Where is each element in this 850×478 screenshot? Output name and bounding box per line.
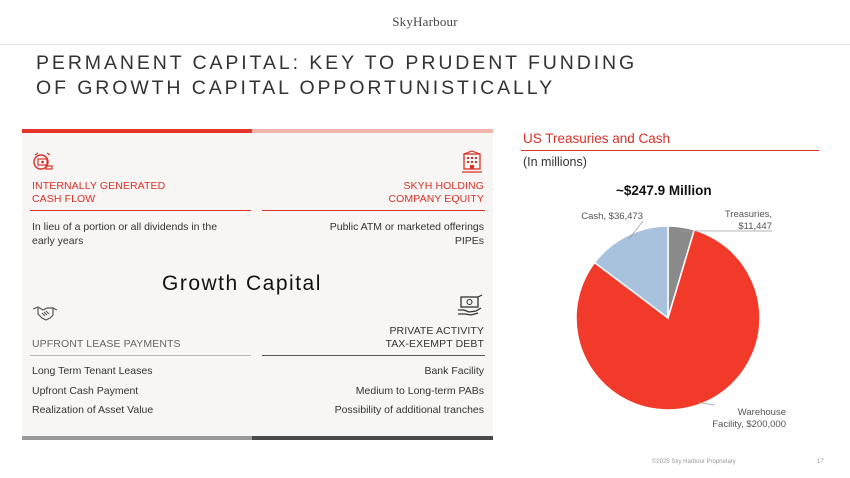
growth-capital-panel <box>22 129 493 440</box>
equity-header-line1: SKYH HOLDING <box>403 180 484 192</box>
footer-copyright: ©2025 Sky Harbour Proprietary <box>652 459 736 465</box>
equity-text: Public ATM or marketed offerings PIPEs <box>262 220 484 248</box>
lease-item: Long Term Tenant Leases <box>32 365 153 377</box>
pie-label-treasuries: $11,447 <box>738 221 772 232</box>
page-title-line2: OF GROWTH CAPITAL OPPORTUNISTICALLY <box>36 77 555 99</box>
chart-title-divider <box>521 150 819 151</box>
panel-top-bar-pink <box>252 129 493 133</box>
internal-cash-flow-text: In lieu of a portion or all dividends in… <box>32 220 252 248</box>
page-title: PERMANENT CAPITAL: KEY TO PRUDENT FUNDIN… <box>36 51 736 101</box>
chart-unit-label: (In millions) <box>523 155 587 169</box>
pie-leader-line <box>698 402 716 406</box>
pie-label-warehouse-facility: Warehouse <box>738 407 786 418</box>
equity-header-line2: COMPANY EQUITY <box>388 193 484 205</box>
internal-cash-flow-header-line2: CASH FLOW <box>32 193 96 205</box>
bottom-right-divider <box>262 355 485 356</box>
internal-cash-flow-header: INTERNALLY GENERATED CASH FLOW <box>32 180 165 206</box>
internal-cash-flow-text-line1: In lieu of a portion or all dividends in… <box>32 221 218 233</box>
panel-bottom-bar-grey <box>22 436 252 440</box>
pie-label-treasuries: Treasuries, <box>725 209 772 220</box>
tax-exempt-debt-header: PRIVATE ACTIVITY TAX-EXEMPT DEBT <box>300 325 484 351</box>
header-divider <box>0 44 850 45</box>
tax-exempt-debt-header-line2: TAX-EXEMPT DEBT <box>385 338 484 350</box>
pie-chart: Cash, $36,473 Treasuries, $11,447 Warehouse… <box>540 205 830 445</box>
equity-text-line2: PIPEs <box>454 235 484 247</box>
lease-list: Long Term Tenant Leases Upfront Cash Pay… <box>32 362 252 421</box>
growth-capital-label: Growth Capital <box>162 272 322 295</box>
tax-exempt-debt-header-line1: PRIVATE ACTIVITY <box>389 325 484 337</box>
company-logo: SkyHarbour <box>392 14 458 29</box>
pie-leader-line <box>628 220 644 240</box>
lease-item: Upfront Cash Payment <box>32 384 139 397</box>
pie-slice-warehouse-facility <box>575 228 761 411</box>
lease-header: UPFRONT LEASE PAYMENTS <box>32 338 181 350</box>
cash-hand-icon <box>456 294 483 318</box>
page-title-line1: PERMANENT CAPITAL: KEY TO PRUDENT FUNDIN… <box>36 52 638 74</box>
chart-title: US Treasuries and Cash <box>523 131 671 146</box>
building-icon <box>460 150 484 174</box>
internal-cash-flow-header-line1: INTERNALLY GENERATED <box>32 180 166 192</box>
debt-item: Bank Facility <box>424 365 484 377</box>
bottom-left-divider <box>30 355 251 356</box>
debt-item: Possibility of additional tranches <box>334 404 484 416</box>
debt-item: Medium to Long-term PABs <box>355 384 484 397</box>
top-left-divider <box>30 210 251 211</box>
pie-slice-cash <box>593 225 669 320</box>
top-right-divider <box>262 210 485 211</box>
chart-total-label: ~$247.9 Million <box>616 183 712 198</box>
pie-label-warehouse-facility: Facility, $200,000 <box>712 419 786 430</box>
pie-label-cash: Cash, $36,473 <box>581 211 643 222</box>
equity-text-line1: Public ATM or marketed offerings <box>329 221 484 233</box>
panel-bottom-bar-dark <box>252 436 493 440</box>
money-flow-icon <box>32 150 56 174</box>
debt-list: Bank Facility Medium to Long-term PABs P… <box>262 362 484 421</box>
equity-header: SKYH HOLDING COMPANY EQUITY <box>300 180 484 206</box>
internal-cash-flow-text-line2: early years <box>32 235 84 247</box>
page-number: 17 <box>817 459 824 465</box>
panel-top-bar-red <box>22 129 252 133</box>
pie-chart-svg: Cash, $36,473 Treasuries,$11,447 Warehouse… <box>575 209 786 430</box>
handshake-icon <box>32 300 58 324</box>
lease-item: Realization of Asset Value <box>32 404 154 416</box>
